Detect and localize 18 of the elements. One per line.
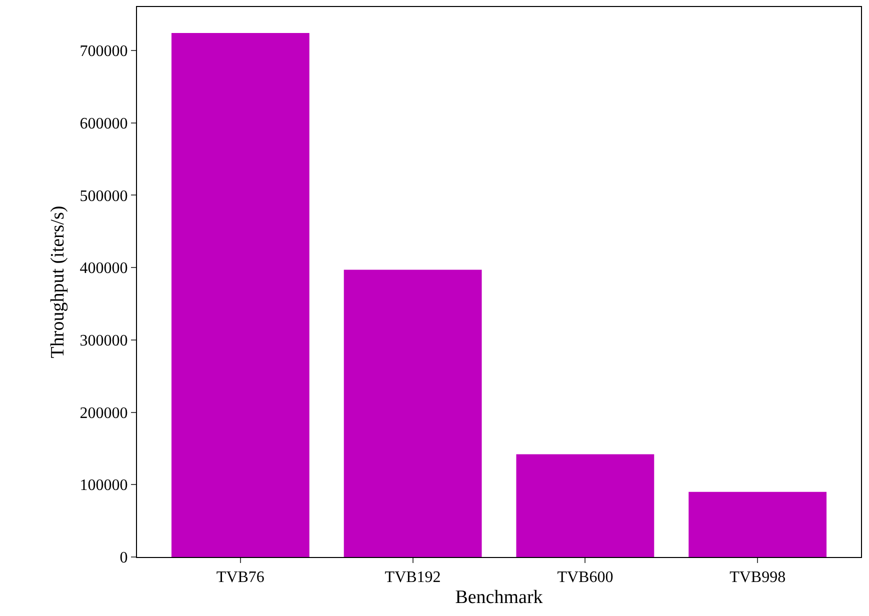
- y-tick-label: 0: [120, 550, 128, 567]
- x-tick-label: TVB76: [216, 569, 264, 586]
- y-tick-label: 100000: [80, 477, 128, 494]
- y-tick-label: 200000: [80, 404, 128, 422]
- y-tick-label: 400000: [80, 260, 128, 278]
- y-tick-label: 300000: [80, 332, 128, 350]
- x-tick-label: TVB998: [730, 569, 786, 586]
- x-tick-label: TVB192: [384, 569, 441, 586]
- bar: [516, 454, 654, 557]
- x-axis-title: Benchmark: [455, 587, 544, 608]
- y-axis-title: Throughput (iters/s): [48, 206, 69, 358]
- y-tick-label: 600000: [80, 115, 128, 132]
- y-tick-label: 700000: [80, 43, 128, 60]
- x-tick-label: TVB600: [557, 569, 614, 586]
- y-tick-label: 500000: [80, 188, 128, 205]
- bar: [344, 270, 482, 557]
- bar: [688, 492, 827, 557]
- bar: [171, 33, 310, 557]
